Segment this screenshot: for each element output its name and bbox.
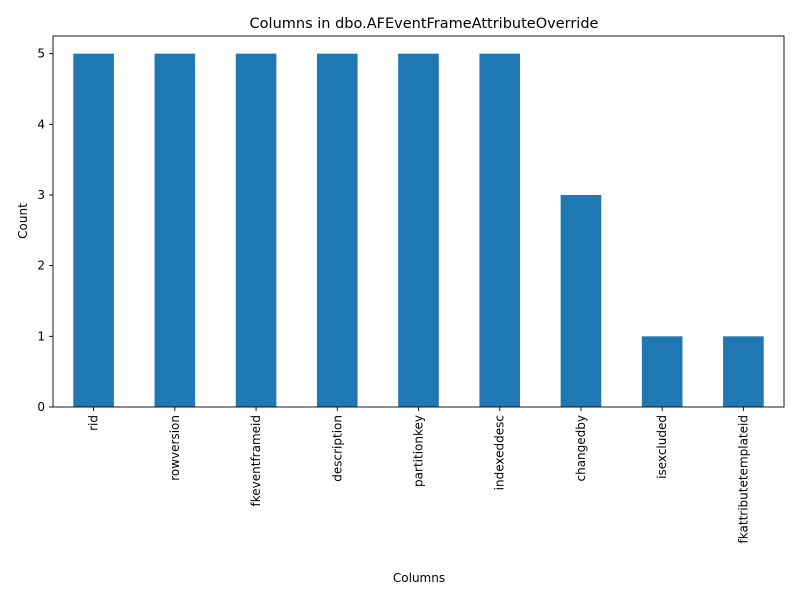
x-tick-label: description <box>330 415 344 482</box>
bar-changedby <box>560 195 602 407</box>
y-axis-label: Count <box>16 203 30 239</box>
x-axis-label: Columns <box>393 571 445 585</box>
bar-description <box>316 53 358 408</box>
y-tick-label: 1 <box>37 329 45 343</box>
x-axis-ticks: rid rowversion fkeventframeid description pa… <box>87 407 750 543</box>
x-tick-label: isexcluded <box>655 415 669 479</box>
y-tick-label: 0 <box>37 400 45 414</box>
bar-rowversion <box>154 53 196 408</box>
x-tick-label: fkeventframeid <box>249 415 263 506</box>
y-tick-label: 5 <box>37 47 45 61</box>
plot-area-frame <box>52 35 785 408</box>
x-tick-label: rowversion <box>168 415 182 481</box>
x-tick-label: indexeddesc <box>493 415 507 490</box>
bars-layer <box>73 53 764 408</box>
bar-isexcluded <box>641 336 683 407</box>
y-axis-ticks: 0 1 2 3 4 5 <box>37 47 53 414</box>
bar-rid <box>73 53 114 408</box>
bar-indexeddesc <box>479 53 521 408</box>
x-tick-label: changedby <box>574 415 588 482</box>
x-tick-label: rid <box>87 415 101 431</box>
x-tick-label: partitionkey <box>412 415 426 487</box>
bar-fkeventframeid <box>235 53 277 408</box>
y-tick-label: 3 <box>37 188 45 202</box>
chart-title: Columns in dbo.AFEventFrameAttributeOver… <box>250 16 599 32</box>
x-tick-label: fkattributetemplateid <box>736 415 750 543</box>
y-tick-label: 4 <box>37 117 45 131</box>
y-tick-label: 2 <box>37 259 45 273</box>
bar-fkattributetemplateid <box>723 336 764 407</box>
bar-partitionkey <box>398 53 439 408</box>
